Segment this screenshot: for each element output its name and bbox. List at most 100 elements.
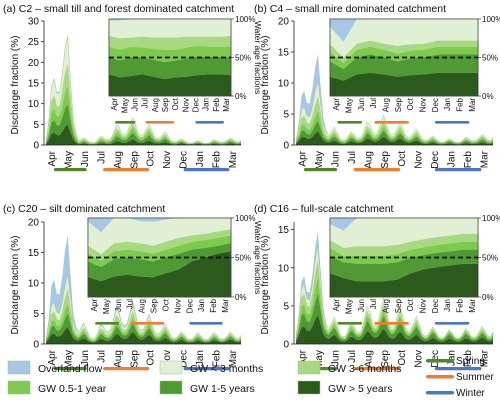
inset-x-tick-label: Sep <box>394 97 403 112</box>
x-tick-label: Sep <box>380 350 391 368</box>
x-tick-label: Oct <box>397 350 408 366</box>
inset-y-tick-label: 0% <box>235 92 247 101</box>
inset-x-tick-label: Apr <box>90 299 99 312</box>
inset-y-axis-label: Water age fractions <box>253 21 263 94</box>
inset-x-tick-label: Jul <box>126 299 135 309</box>
y-tick-label: 25 <box>28 37 40 48</box>
inset-area-gw_lt3m <box>330 19 478 58</box>
x-tick-label: Nov <box>162 350 173 368</box>
panel-title: (c) C20 – silt dominated catchment <box>3 203 165 215</box>
legend: Overland flow GW < 3 months GW 3-6 months G… <box>7 356 494 399</box>
inset-x-tick-label: May <box>120 98 129 113</box>
x-tick-label: Feb <box>211 350 222 368</box>
inset-x-tick-label: May <box>345 299 354 314</box>
legend-label: Overland flow <box>38 363 103 375</box>
inset-area-gw_1_5y <box>330 249 478 282</box>
legend-season-label: Winter <box>456 388 486 399</box>
y-tick-label: 15 <box>278 225 290 236</box>
inset-area-gw_lt3m <box>88 218 231 255</box>
panel-1: (b) C4 – small mire dominated catchment 0… <box>254 3 500 172</box>
x-tick-label: Dec <box>430 350 441 368</box>
legend-label: GW 3-6 months <box>328 363 402 375</box>
x-tick-label: Nov <box>413 350 424 368</box>
inset-season-bar-spring <box>337 121 363 124</box>
inset-x-tick-label: Aug <box>382 98 391 112</box>
inset-area-gw_1_5y <box>88 243 231 282</box>
inset-area-overland <box>88 218 231 233</box>
area-gw_gt5y <box>296 314 493 344</box>
y-tick-label: 20 <box>28 58 40 69</box>
y-axis-label: Discharge fraction (%) <box>10 36 21 135</box>
area-gw_05_1y <box>46 85 241 145</box>
inset-x-tick-label: May <box>345 98 354 113</box>
inset-x-tick-label: Oct <box>406 298 415 311</box>
x-tick-label: May <box>64 350 75 369</box>
inset-x-tick-label: Jul <box>369 98 378 108</box>
y-tick-label: 20 <box>278 17 290 28</box>
x-tick-label: Dec <box>179 151 190 169</box>
season-bar-summer <box>103 168 150 172</box>
y-tick-label: 10 <box>28 279 40 290</box>
inset-x-tick-label: Jun <box>130 98 139 111</box>
inset-x-tick-label: Oct <box>161 298 170 311</box>
x-tick-label: Sep <box>129 151 140 169</box>
inset-x-tick-label: Apr <box>110 98 119 111</box>
inset-x-tick-label: Aug <box>138 299 147 313</box>
inset-area-gw_3_6m <box>330 40 478 63</box>
x-tick-label: Mar <box>480 349 491 367</box>
y-tick-label: 5 <box>283 110 289 121</box>
x-tick-label: Jan <box>447 350 458 366</box>
panel-0: (a) C2 – small till and forest dominated… <box>3 3 263 172</box>
legend-season-bar-summer <box>426 375 454 379</box>
inset-y-tick-label: 100% <box>482 214 500 223</box>
inset-x-tick-label: Jul <box>141 98 150 108</box>
x-tick-label: Mar <box>228 349 239 367</box>
inset-season-bar-winter <box>434 121 470 124</box>
area-gw_gt5y <box>46 327 241 344</box>
inset-x-tick-label: Oct <box>406 97 415 110</box>
x-tick-label: Apr <box>47 150 58 166</box>
inset-x-tick-label: Dec <box>431 98 440 112</box>
legend-season-label: Summer <box>456 372 494 383</box>
inset-x-tick-label: Sep <box>161 97 170 112</box>
panel-title: (b) C4 – small mire dominated catchment <box>254 3 446 15</box>
inset-x-tick-label: Jul <box>369 299 378 309</box>
x-tick-label: Jan <box>195 151 206 167</box>
legend-swatch-gw_gt5y <box>297 380 321 395</box>
legend-season-bar-winter <box>426 391 454 395</box>
area-gw_1_5y <box>46 104 241 145</box>
season-bar-winter <box>183 168 230 172</box>
legend-swatch-gw_1_5y <box>159 380 183 395</box>
y-tick-label: 5 <box>283 301 289 312</box>
season-bar-summer <box>103 367 150 371</box>
x-tick-label: Aug <box>364 151 375 169</box>
inset-y-tick-label: 50% <box>482 54 498 63</box>
y-tick-label: 10 <box>278 79 290 90</box>
inset-x-tick-label: Dec <box>191 98 200 112</box>
inset-x-tick-label: Jun <box>114 299 123 312</box>
inset-x-tick-label: Nov <box>419 299 428 313</box>
inset-season-bar-summer <box>374 322 409 325</box>
inset-y-tick-label: 50% <box>235 254 251 263</box>
inset-x-tick-label: Feb <box>209 298 218 312</box>
y-tick-label: 20 <box>28 218 40 229</box>
area-gw_3_6m <box>46 290 241 341</box>
y-axis-label: Discharge fraction (%) <box>10 236 21 335</box>
y-tick-label: 15 <box>28 79 40 90</box>
inset-area-gw_gt5y <box>109 74 231 96</box>
y-tick-label: 15 <box>28 248 40 259</box>
inset-x-tick-label: Mar <box>468 98 477 112</box>
x-tick-label: Apr <box>297 150 308 166</box>
inset-x-tick-label: Sep <box>150 298 159 313</box>
season-bar-winter <box>434 168 482 172</box>
x-tick-label: Aug <box>113 151 124 169</box>
inset-area-gw_gt5y <box>330 263 478 297</box>
y-axis-label: Discharge fraction (%) <box>260 236 271 335</box>
inset-x-tick-label: May <box>102 299 111 314</box>
inset-x-tick-label: Mar <box>222 98 231 112</box>
area-gw_gt5y <box>296 131 493 145</box>
x-tick-label: Aug <box>113 350 124 368</box>
x-tick-label: Jun <box>80 350 91 366</box>
